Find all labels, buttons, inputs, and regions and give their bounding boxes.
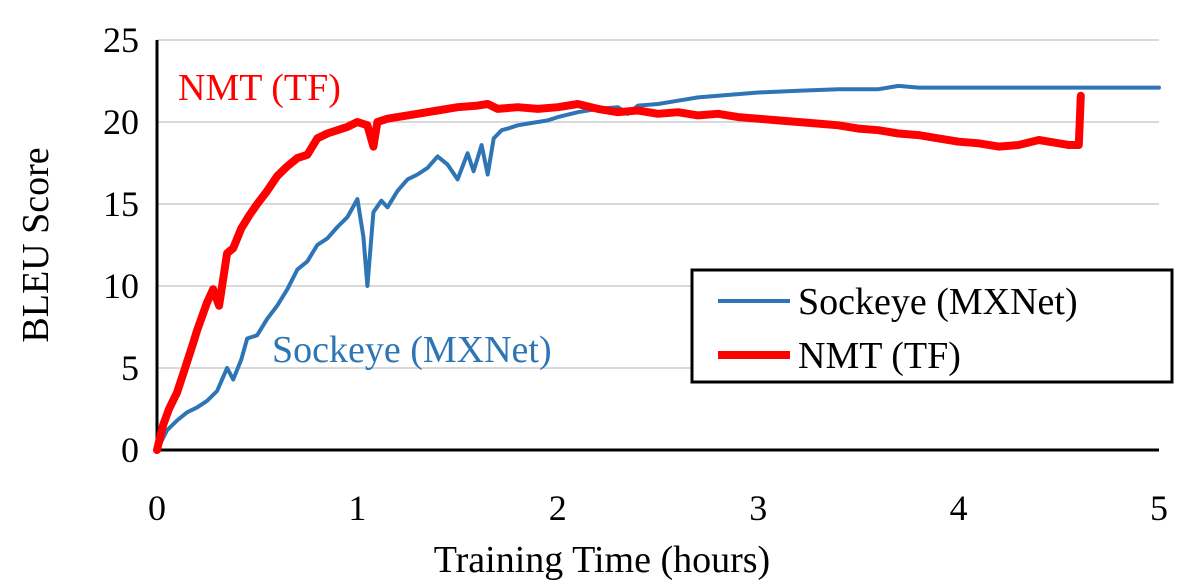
x-tick-label: 3 xyxy=(749,488,767,528)
legend-label-nmt: NMT (TF) xyxy=(798,335,961,377)
y-tick-label: 5 xyxy=(121,348,139,388)
x-tick-label: 4 xyxy=(950,488,968,528)
y-tick-label: 0 xyxy=(121,430,139,470)
annotation-nmt: NMT (TF) xyxy=(178,67,341,109)
x-axis-title: Training Time (hours) xyxy=(434,539,770,581)
series-lines xyxy=(153,83,1161,454)
x-tick-label: 5 xyxy=(1150,488,1168,528)
tick-labels: 0 5 10 15 20 25 0 1 2 3 4 5 xyxy=(103,20,1168,528)
y-tick-label: 15 xyxy=(103,184,139,224)
annotation-sockeye: Sockeye (MXNet) xyxy=(272,329,552,371)
legend-label-sockeye: Sockeye (MXNet) xyxy=(798,281,1078,323)
series-line-nmt xyxy=(153,91,1085,454)
y-tick-label: 10 xyxy=(103,266,139,306)
y-tick-label: 20 xyxy=(103,102,139,142)
series-line-sockeye xyxy=(155,83,1161,452)
legend: Sockeye (MXNet) NMT (TF) xyxy=(690,268,1174,384)
y-tick-label: 25 xyxy=(103,20,139,60)
x-tick-label: 2 xyxy=(549,488,567,528)
y-axis-title: BLEU Score xyxy=(15,147,57,342)
x-tick-label: 1 xyxy=(348,488,366,528)
legend-box xyxy=(690,268,1174,384)
x-tick-label: 0 xyxy=(148,488,166,528)
axes xyxy=(155,40,1159,452)
